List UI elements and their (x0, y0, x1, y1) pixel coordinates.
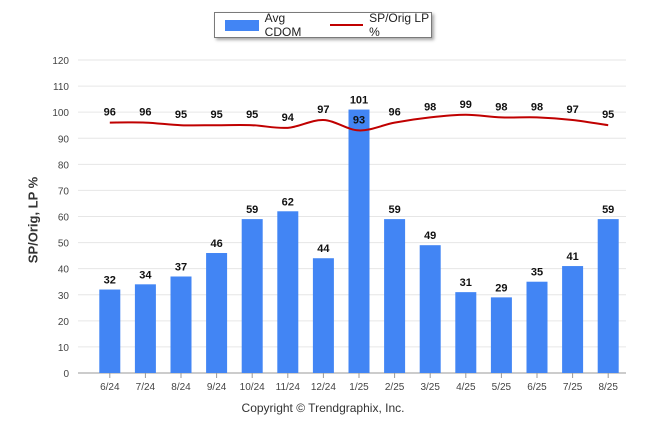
bar-8/25 (597, 219, 619, 373)
line-data-label: 96 (139, 107, 151, 119)
bar-3/25 (419, 245, 441, 373)
line-data-label: 99 (460, 99, 472, 111)
x-tick-label: 5/25 (492, 382, 512, 393)
bar-11/24 (277, 211, 299, 373)
x-tick-label: 4/25 (456, 382, 476, 393)
y-tick-label: 120 (52, 56, 69, 67)
line-data-label: 93 (353, 114, 365, 126)
bar-data-label: 62 (282, 196, 294, 208)
bar-data-label: 59 (246, 204, 258, 216)
line-data-label: 97 (317, 104, 329, 116)
bar-data-label: 49 (424, 230, 436, 242)
line-data-label: 96 (388, 107, 400, 119)
y-tick-label: 10 (58, 343, 70, 354)
bar-8/24 (170, 276, 192, 373)
line-data-label: 94 (282, 112, 295, 124)
bar-5/25 (490, 297, 512, 373)
line-data-label: 95 (602, 109, 614, 121)
bar-data-label: 46 (210, 238, 222, 250)
x-tick-label: 12/24 (311, 382, 336, 393)
legend: Avg CDOM SP/Orig LP % (214, 11, 432, 39)
y-tick-label: 20 (58, 317, 70, 328)
line-data-label: 97 (566, 104, 578, 116)
x-tick-label: 1/25 (349, 382, 369, 393)
y-tick-label: 50 (58, 239, 70, 250)
y-tick-label: 0 (63, 369, 69, 380)
x-tick-label: 8/24 (171, 382, 191, 393)
legend-item-line[interactable]: SP/Orig LP % (316, 11, 431, 39)
bar-6/25 (526, 281, 548, 373)
bar-4/25 (455, 292, 477, 373)
y-axis-title: SP/Orig, LP % (25, 176, 41, 264)
bar-data-label: 101 (350, 95, 368, 107)
x-tick-label: 10/24 (240, 382, 265, 393)
bar-6/24 (99, 289, 121, 373)
bar-10/24 (241, 219, 263, 373)
x-tick-label: 8/25 (598, 382, 618, 393)
bar-data-label: 41 (566, 251, 578, 263)
x-tick-label: 11/24 (276, 382, 301, 393)
x-tick-label: 7/24 (136, 382, 156, 393)
x-tick-label: 7/25 (563, 382, 583, 393)
y-tick-label: 40 (58, 265, 70, 276)
bar-data-label: 29 (495, 282, 507, 294)
bar-7/24 (134, 284, 156, 373)
y-tick-label: 100 (52, 108, 69, 119)
x-tick-label: 9/24 (207, 382, 227, 393)
line-data-label: 95 (246, 109, 258, 121)
bar-7/25 (562, 266, 584, 373)
y-tick-label: 30 (58, 291, 70, 302)
legend-line-swatch (329, 24, 364, 26)
x-tick-label: 6/25 (527, 382, 547, 393)
line-data-label: 98 (495, 101, 507, 113)
bar-data-label: 31 (460, 277, 472, 289)
line-data-label: 96 (104, 107, 116, 119)
bar-data-label: 59 (388, 204, 400, 216)
y-tick-label: 80 (58, 160, 70, 171)
sp-orig-line (109, 113, 609, 132)
legend-bar-swatch (225, 19, 259, 31)
legend-item-bar[interactable]: Avg CDOM (215, 11, 316, 39)
line-data-label: 95 (210, 109, 222, 121)
x-tick-label: 2/25 (385, 382, 405, 393)
y-tick-label: 110 (53, 82, 69, 93)
line-data-label: 98 (424, 101, 436, 113)
bar-data-label: 35 (531, 267, 543, 279)
x-tick-label: 3/25 (420, 382, 440, 393)
bar-data-label: 44 (317, 243, 330, 255)
legend-line-label: SP/Orig LP % (369, 11, 429, 39)
legend-bar-label: Avg CDOM (264, 11, 302, 39)
line-data-label: 98 (531, 101, 543, 113)
y-tick-label: 90 (58, 134, 70, 145)
bar-1/25 (348, 109, 370, 373)
y-tick-label: 70 (58, 186, 70, 197)
copyright-footer: Copyright © Trendgraphix, Inc. (241, 401, 405, 415)
line-data-label: 95 (175, 109, 187, 121)
bar-9/24 (206, 253, 228, 373)
bar-data-label: 37 (175, 261, 187, 273)
bar-data-label: 32 (104, 275, 116, 287)
y-tick-label: 60 (58, 213, 70, 224)
bar-12/24 (312, 258, 334, 373)
bar-data-label: 59 (602, 204, 614, 216)
bar-2/25 (384, 219, 406, 373)
x-tick-label: 6/24 (100, 382, 120, 393)
bar-data-label: 34 (139, 269, 152, 281)
